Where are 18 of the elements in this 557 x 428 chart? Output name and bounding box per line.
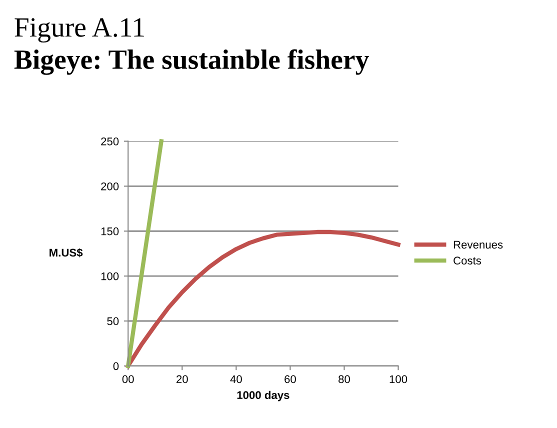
- x-tick-label: 100: [390, 375, 408, 384]
- legend-label: Costs: [454, 256, 482, 265]
- y-tick-label: 250: [101, 138, 119, 146]
- x-tick-label: 00: [122, 375, 134, 384]
- y-tick-label: 100: [101, 272, 119, 280]
- x-tick-label: 40: [230, 375, 242, 384]
- chart-title: Figure A.11: [14, 18, 144, 43]
- x-axis-title: 1000 days: [237, 390, 290, 402]
- x-tick-label: 60: [284, 375, 296, 384]
- legend-label: Revenues: [454, 240, 503, 249]
- x-tick-label: 80: [338, 375, 350, 384]
- y-axis-title: M.US$: [50, 248, 83, 258]
- y-tick-label: 150: [101, 227, 119, 236]
- x-tick-label: 20: [176, 375, 188, 384]
- y-tick-label: 50: [107, 317, 119, 326]
- chart-subtitle: Bigeye: The sustainble fishery: [14, 49, 369, 75]
- y-tick-label: 0: [113, 362, 119, 370]
- y-tick-label: 200: [101, 182, 119, 190]
